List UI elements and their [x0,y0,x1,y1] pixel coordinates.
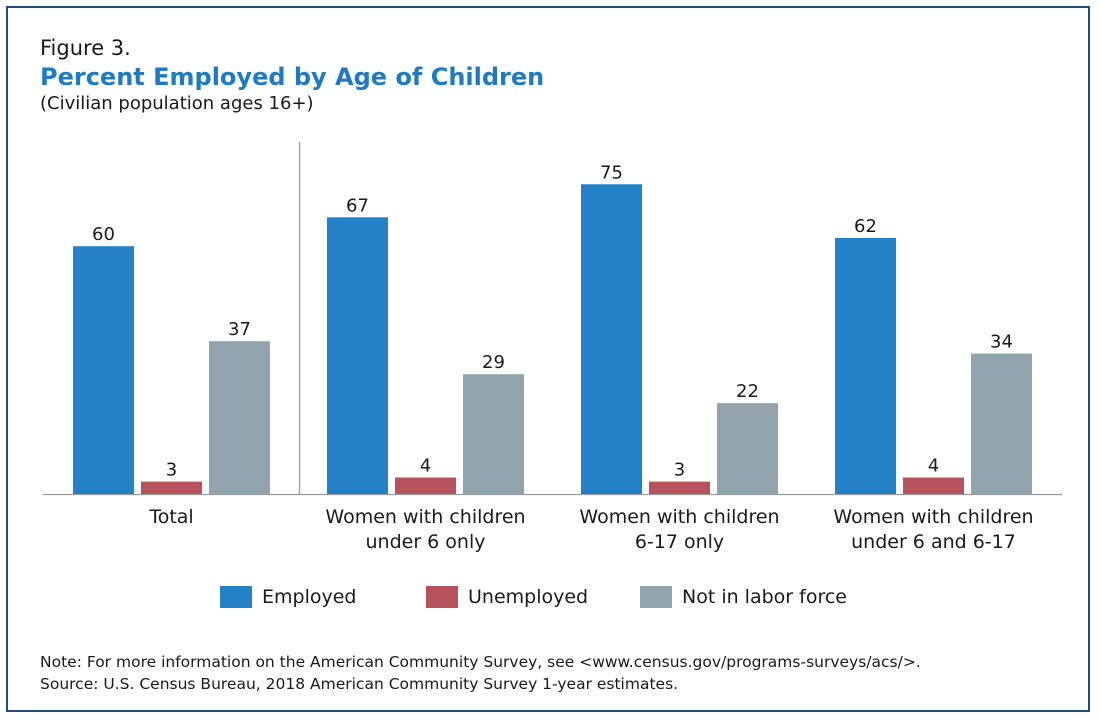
chart-title: Percent Employed by Age of Children [40,63,545,91]
data-label-not-in-labor-force: 22 [736,381,759,402]
figure-frame [6,6,1090,712]
data-label-not-in-labor-force: 34 [990,332,1013,353]
bar-not-in-labor-force [971,353,1032,494]
bar-unemployed [395,477,456,494]
category-label: under 6 only [365,531,485,553]
data-label-unemployed: 4 [928,455,939,476]
bar-employed [327,217,388,495]
legend-item-employed: Employed [220,586,356,608]
legend-label-employed: Employed [262,586,357,608]
legend-swatch-employed [220,586,252,608]
bar-not-in-labor-force [209,341,270,494]
category-label: Women with children [833,506,1033,528]
chart-legend: Employed Unemployed Not in labor force [0,586,1100,614]
chart-subtitle: (Civilian population ages 16+) [40,93,314,114]
bar-unemployed [649,481,710,494]
data-label-unemployed: 3 [166,460,177,481]
bar-not-in-labor-force [717,403,778,494]
source-line: Source: U.S. Census Bureau, 2018 America… [40,675,679,693]
legend-swatch-not-in-labor-force [640,586,672,608]
legend-label-not-in-labor-force: Not in labor force [682,586,847,608]
data-label-employed: 60 [92,224,115,245]
category-label: 6-17 only [635,531,724,553]
bar-not-in-labor-force [463,374,524,494]
data-label-employed: 62 [854,216,877,237]
data-label-not-in-labor-force: 37 [228,319,251,340]
figure-label: Figure 3. [40,36,131,60]
category-label: under 6 and 6-17 [851,531,1016,553]
legend-swatch-unemployed [426,586,458,608]
note-line: Note: For more information on the Americ… [40,653,921,671]
chart-note: Note: For more information on the Americ… [40,651,921,695]
data-label-employed: 67 [346,195,369,216]
category-label: Women with children [325,506,525,528]
bar-unemployed [141,481,202,494]
data-label-employed: 75 [600,162,623,183]
bar-employed [73,246,134,494]
legend-item-unemployed: Unemployed [426,586,588,608]
data-label-not-in-labor-force: 29 [482,352,505,373]
data-label-unemployed: 3 [674,460,685,481]
category-label: Total [148,506,193,528]
category-label: Women with children [579,506,779,528]
bar-employed [835,237,896,494]
bar-unemployed [903,477,964,494]
data-label-unemployed: 4 [420,455,431,476]
legend-item-not-in-labor-force: Not in labor force [640,586,847,608]
bar-employed [581,184,642,494]
legend-label-unemployed: Unemployed [468,586,589,608]
